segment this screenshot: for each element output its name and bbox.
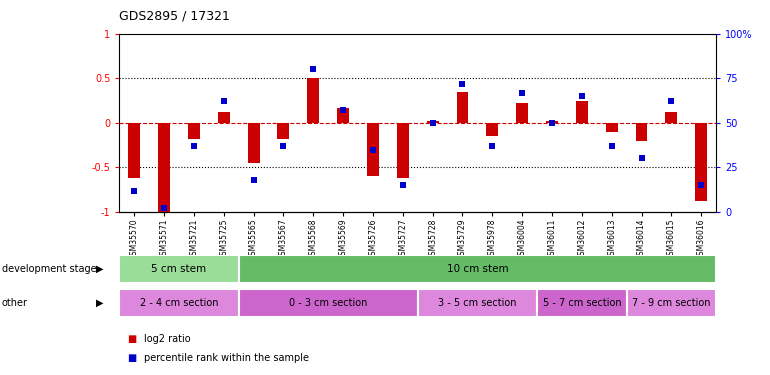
Bar bbox=[218, 112, 229, 123]
Bar bbox=[606, 123, 618, 132]
Bar bbox=[367, 123, 379, 176]
Bar bbox=[457, 92, 468, 123]
Bar bbox=[665, 112, 678, 123]
Point bbox=[367, 147, 379, 153]
Text: other: other bbox=[2, 298, 28, 308]
Bar bbox=[546, 121, 558, 123]
Text: development stage: development stage bbox=[2, 264, 96, 274]
Point bbox=[665, 99, 678, 105]
Bar bbox=[239, 289, 417, 317]
Bar bbox=[158, 123, 170, 214]
Bar bbox=[119, 289, 239, 317]
Text: 5 - 7 cm section: 5 - 7 cm section bbox=[543, 298, 621, 308]
Point bbox=[516, 90, 528, 96]
Text: ▶: ▶ bbox=[96, 264, 104, 274]
Point bbox=[218, 99, 230, 105]
Bar bbox=[427, 121, 439, 123]
Text: 0 - 3 cm section: 0 - 3 cm section bbox=[289, 298, 367, 308]
Text: 10 cm stem: 10 cm stem bbox=[447, 264, 508, 274]
Bar bbox=[417, 289, 537, 317]
Text: percentile rank within the sample: percentile rank within the sample bbox=[144, 353, 309, 363]
Bar bbox=[119, 255, 239, 283]
Point bbox=[158, 206, 170, 212]
Point bbox=[307, 66, 320, 72]
Bar bbox=[635, 123, 648, 141]
Point bbox=[605, 143, 618, 149]
Text: 2 - 4 cm section: 2 - 4 cm section bbox=[140, 298, 218, 308]
Point bbox=[337, 107, 350, 113]
Text: ■: ■ bbox=[127, 353, 136, 363]
Bar bbox=[239, 255, 716, 283]
Text: GDS2895 / 17321: GDS2895 / 17321 bbox=[119, 9, 230, 22]
Text: 3 - 5 cm section: 3 - 5 cm section bbox=[438, 298, 517, 308]
Text: ■: ■ bbox=[127, 334, 136, 344]
Point bbox=[635, 156, 648, 162]
Point bbox=[546, 120, 558, 126]
Bar bbox=[129, 123, 140, 178]
Bar bbox=[397, 123, 409, 178]
Bar bbox=[487, 123, 498, 136]
Point bbox=[247, 177, 259, 183]
Point bbox=[427, 120, 439, 126]
Text: 7 - 9 cm section: 7 - 9 cm section bbox=[632, 298, 711, 308]
Bar bbox=[627, 289, 716, 317]
Point bbox=[277, 143, 290, 149]
Bar bbox=[277, 123, 290, 139]
Bar bbox=[307, 78, 320, 123]
Point bbox=[576, 93, 588, 99]
Point bbox=[188, 143, 200, 149]
Point bbox=[486, 143, 498, 149]
Point bbox=[397, 182, 409, 188]
Point bbox=[695, 182, 708, 188]
Bar bbox=[695, 123, 707, 201]
Text: ▶: ▶ bbox=[96, 298, 104, 308]
Bar bbox=[537, 289, 627, 317]
Bar bbox=[248, 123, 259, 163]
Text: log2 ratio: log2 ratio bbox=[144, 334, 191, 344]
Point bbox=[128, 188, 140, 194]
Bar bbox=[576, 100, 588, 123]
Text: 5 cm stem: 5 cm stem bbox=[152, 264, 206, 274]
Bar bbox=[516, 103, 528, 123]
Bar bbox=[337, 108, 349, 123]
Point bbox=[457, 81, 469, 87]
Bar bbox=[188, 123, 200, 139]
